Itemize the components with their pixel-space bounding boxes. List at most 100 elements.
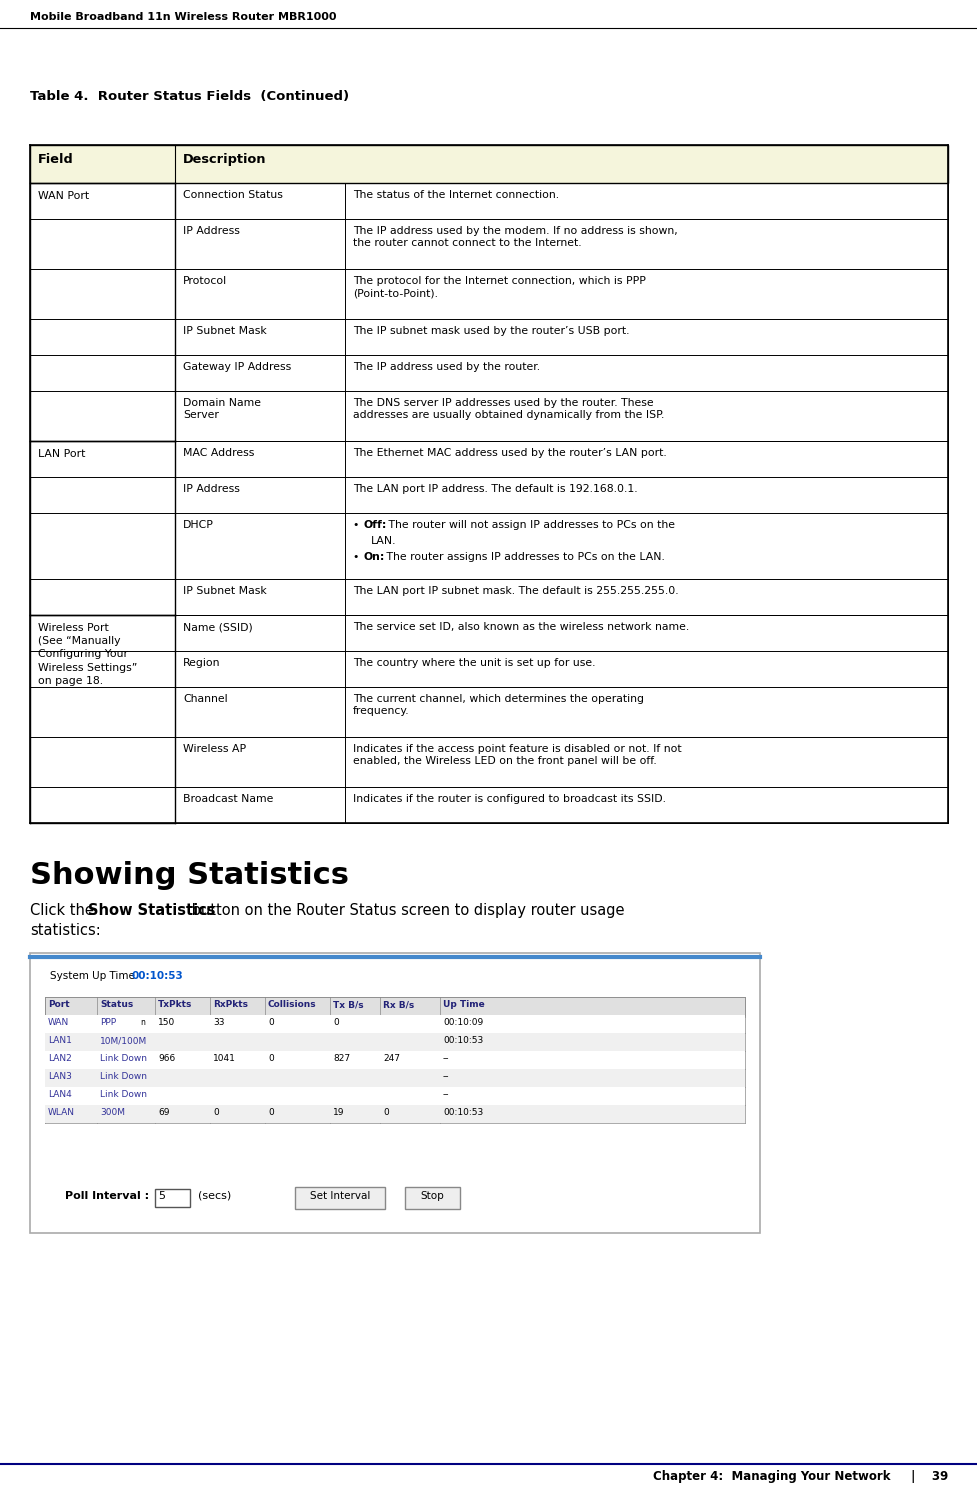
Text: The Ethernet MAC address used by the router’s LAN port.: The Ethernet MAC address used by the rou… xyxy=(353,448,666,459)
Bar xyxy=(45,1033,744,1051)
Text: Up Time: Up Time xyxy=(443,1000,485,1009)
Text: statistics:: statistics: xyxy=(30,923,101,938)
Text: PPP: PPP xyxy=(100,1018,116,1027)
Text: IP Subnet Mask: IP Subnet Mask xyxy=(183,326,267,335)
Bar xyxy=(45,1015,744,1033)
Text: LAN3: LAN3 xyxy=(48,1072,71,1081)
Text: Domain Name
Server: Domain Name Server xyxy=(183,399,261,421)
Text: Field: Field xyxy=(38,153,73,165)
Text: Link Down: Link Down xyxy=(100,1072,147,1081)
Text: Gateway IP Address: Gateway IP Address xyxy=(183,362,291,371)
Bar xyxy=(45,997,744,1017)
Text: Connection Status: Connection Status xyxy=(183,190,282,200)
Text: 0: 0 xyxy=(213,1108,219,1117)
Text: Tx B/s: Tx B/s xyxy=(332,1000,363,1009)
Text: The current channel, which determines the operating
frequency.: The current channel, which determines th… xyxy=(353,693,643,716)
Text: Status: Status xyxy=(100,1000,133,1009)
Text: The LAN port IP address. The default is 192.168.0.1.: The LAN port IP address. The default is … xyxy=(353,484,637,493)
Bar xyxy=(45,1069,744,1087)
Text: Off:: Off: xyxy=(362,520,386,529)
Text: Showing Statistics: Showing Statistics xyxy=(30,860,349,890)
Text: IP Address: IP Address xyxy=(183,226,239,236)
Text: The IP subnet mask used by the router’s USB port.: The IP subnet mask used by the router’s … xyxy=(353,326,629,335)
Bar xyxy=(295,1187,385,1209)
Text: The protocol for the Internet connection, which is PPP
(Point-to-Point).: The protocol for the Internet connection… xyxy=(353,277,645,298)
Bar xyxy=(45,1087,744,1105)
Text: LAN.: LAN. xyxy=(370,535,396,546)
Text: 300M: 300M xyxy=(100,1108,125,1117)
Text: Collisions: Collisions xyxy=(268,1000,317,1009)
Text: 00:10:53: 00:10:53 xyxy=(132,972,184,981)
Text: Wireless Port
(See “Manually
Configuring Your
Wireless Settings”
on page 18.: Wireless Port (See “Manually Configuring… xyxy=(38,623,137,686)
Bar xyxy=(45,1105,744,1123)
Text: Indicates if the router is configured to broadcast its SSID.: Indicates if the router is configured to… xyxy=(353,794,665,805)
Text: Broadcast Name: Broadcast Name xyxy=(183,794,274,805)
Text: Link Down: Link Down xyxy=(100,1054,147,1063)
Text: Wireless AP: Wireless AP xyxy=(183,744,246,754)
Text: 00:10:53: 00:10:53 xyxy=(443,1108,483,1117)
Text: --: -- xyxy=(443,1054,449,1063)
Text: Click the: Click the xyxy=(30,902,99,917)
Text: Channel: Channel xyxy=(183,693,228,704)
Text: The router assigns IP addresses to PCs on the LAN.: The router assigns IP addresses to PCs o… xyxy=(383,552,664,562)
Text: 1041: 1041 xyxy=(213,1054,235,1063)
Text: 0: 0 xyxy=(268,1108,274,1117)
Text: The status of the Internet connection.: The status of the Internet connection. xyxy=(353,190,559,200)
Text: (secs): (secs) xyxy=(197,1191,231,1202)
Text: 33: 33 xyxy=(213,1018,225,1027)
Text: Name (SSID): Name (SSID) xyxy=(183,623,252,632)
Text: The DNS server IP addresses used by the router. These
addresses are usually obta: The DNS server IP addresses used by the … xyxy=(353,399,663,421)
Text: 00:10:53: 00:10:53 xyxy=(443,1036,483,1045)
Bar xyxy=(30,144,947,183)
Text: LAN1: LAN1 xyxy=(48,1036,71,1045)
Bar xyxy=(45,1051,744,1069)
Text: 5: 5 xyxy=(158,1191,165,1202)
Text: 827: 827 xyxy=(332,1054,350,1063)
Text: 00:10:09: 00:10:09 xyxy=(443,1018,483,1027)
Text: Indicates if the access point feature is disabled or not. If not
enabled, the Wi: Indicates if the access point feature is… xyxy=(353,744,681,767)
Text: 0: 0 xyxy=(383,1108,388,1117)
Text: 0: 0 xyxy=(268,1018,274,1027)
Text: LAN Port: LAN Port xyxy=(38,450,85,459)
Text: IP Subnet Mask: IP Subnet Mask xyxy=(183,587,267,596)
Text: TxPkts: TxPkts xyxy=(158,1000,192,1009)
Text: DHCP: DHCP xyxy=(183,520,214,529)
Text: Table 4.  Router Status Fields  (Continued): Table 4. Router Status Fields (Continued… xyxy=(30,90,349,102)
Text: 10M/100M: 10M/100M xyxy=(100,1036,148,1045)
Text: button on the Router Status screen to display router usage: button on the Router Status screen to di… xyxy=(187,902,624,917)
Text: The country where the unit is set up for use.: The country where the unit is set up for… xyxy=(353,659,595,668)
Text: The service set ID, also known as the wireless network name.: The service set ID, also known as the wi… xyxy=(353,623,689,632)
Text: RxPkts: RxPkts xyxy=(213,1000,248,1009)
Text: Link Down: Link Down xyxy=(100,1090,147,1099)
Text: Chapter 4:  Managing Your Network     |    39: Chapter 4: Managing Your Network | 39 xyxy=(652,1469,947,1483)
Text: •: • xyxy=(353,552,362,562)
Text: Description: Description xyxy=(183,153,266,165)
Text: The IP address used by the router.: The IP address used by the router. xyxy=(353,362,539,371)
Text: Set Interval: Set Interval xyxy=(310,1191,370,1202)
Text: •: • xyxy=(353,520,362,529)
Text: 0: 0 xyxy=(268,1054,274,1063)
Text: n: n xyxy=(140,1018,145,1027)
Text: Show Statistics: Show Statistics xyxy=(88,902,215,917)
Text: 19: 19 xyxy=(332,1108,344,1117)
Text: 247: 247 xyxy=(383,1054,400,1063)
Text: IP Address: IP Address xyxy=(183,484,239,493)
Bar xyxy=(154,1190,190,1208)
Text: --: -- xyxy=(443,1090,449,1099)
Bar xyxy=(30,954,759,1233)
Text: The LAN port IP subnet mask. The default is 255.255.255.0.: The LAN port IP subnet mask. The default… xyxy=(353,587,678,596)
Text: Port: Port xyxy=(48,1000,69,1009)
Text: The router will not assign IP addresses to PCs on the: The router will not assign IP addresses … xyxy=(385,520,674,529)
Text: Region: Region xyxy=(183,659,220,668)
Text: WLAN: WLAN xyxy=(48,1108,75,1117)
Text: Mobile Broadband 11n Wireless Router MBR1000: Mobile Broadband 11n Wireless Router MBR… xyxy=(30,12,336,23)
Text: LAN4: LAN4 xyxy=(48,1090,71,1099)
Text: Stop: Stop xyxy=(420,1191,444,1202)
Text: 69: 69 xyxy=(158,1108,169,1117)
Text: LAN2: LAN2 xyxy=(48,1054,71,1063)
Text: WAN Port: WAN Port xyxy=(38,191,89,202)
Text: The IP address used by the modem. If no address is shown,
the router cannot conn: The IP address used by the modem. If no … xyxy=(353,226,677,248)
Text: MAC Address: MAC Address xyxy=(183,448,254,459)
Bar xyxy=(404,1187,459,1209)
Text: Rx B/s: Rx B/s xyxy=(383,1000,414,1009)
